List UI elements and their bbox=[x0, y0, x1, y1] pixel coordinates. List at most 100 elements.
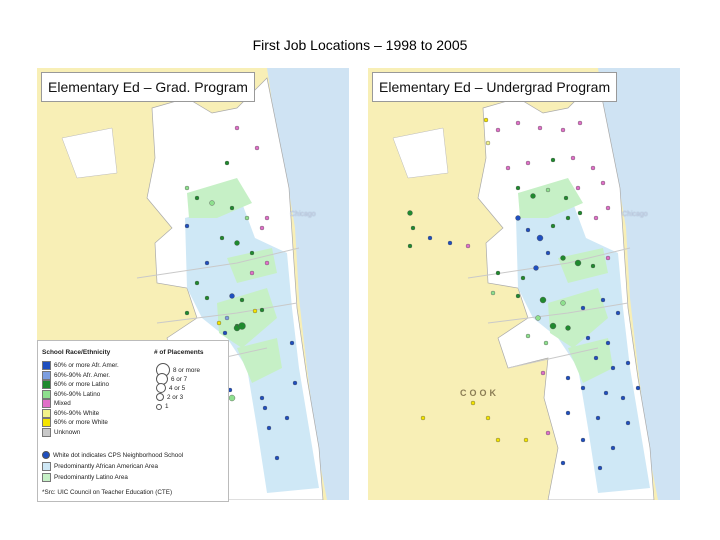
placement-dot bbox=[540, 370, 546, 376]
city-north bbox=[503, 113, 553, 188]
neighborhood-school-icon bbox=[42, 451, 50, 459]
legend-swatch bbox=[42, 361, 51, 370]
placement-dot bbox=[580, 437, 586, 443]
placement-dot bbox=[539, 296, 547, 304]
placement-dot bbox=[625, 360, 631, 366]
legend-label: 8 or more bbox=[173, 366, 200, 374]
placement-dot bbox=[238, 322, 246, 330]
placement-dot bbox=[530, 193, 536, 199]
placement-dot bbox=[284, 415, 290, 421]
placement-dot bbox=[204, 260, 210, 266]
legend-label: 60% or more Afr. Amer. bbox=[54, 362, 119, 369]
legend-swatch bbox=[42, 408, 51, 418]
legend-race-item: Mixed bbox=[42, 399, 71, 408]
placement-dot bbox=[515, 120, 521, 126]
placement-dot bbox=[523, 437, 529, 443]
placement-dot bbox=[577, 210, 583, 216]
placement-size-icon bbox=[156, 383, 166, 393]
map-canvas-undergrad bbox=[392, 68, 680, 500]
legend-swatch bbox=[42, 370, 51, 380]
placement-dot bbox=[610, 365, 616, 371]
airport-area bbox=[61, 127, 118, 179]
road bbox=[467, 247, 631, 279]
placement-dot bbox=[234, 125, 240, 131]
placement-dot bbox=[224, 315, 230, 321]
placement-dot bbox=[515, 215, 521, 221]
placement-dot bbox=[600, 180, 606, 186]
placement-dot bbox=[262, 405, 268, 411]
legend-label: 60% or more White bbox=[54, 419, 108, 426]
placement-dot bbox=[603, 390, 609, 396]
placement-dot bbox=[536, 234, 544, 242]
placement-dot bbox=[600, 297, 606, 303]
placement-dot bbox=[184, 185, 190, 191]
placement-dot bbox=[625, 420, 631, 426]
legend-placement-item: 1 bbox=[156, 403, 169, 410]
legend-race-heading: School Race/Ethnicity bbox=[42, 349, 111, 356]
placement-dot bbox=[620, 395, 626, 401]
placement-size-icon bbox=[156, 393, 164, 401]
placement-dot bbox=[560, 127, 566, 133]
placement-dot bbox=[249, 270, 255, 276]
placement-dot bbox=[234, 240, 240, 246]
latino-area bbox=[518, 178, 583, 218]
placement-dot bbox=[259, 395, 265, 401]
legend-label: Mixed bbox=[54, 400, 71, 407]
placement-dot bbox=[565, 215, 571, 221]
legend-label: Predominantly Latino Area bbox=[54, 474, 128, 481]
legend-swatch bbox=[42, 389, 51, 399]
placement-dot bbox=[560, 460, 566, 466]
placement-dot bbox=[254, 145, 260, 151]
legend-label: Predominantly African American Area bbox=[54, 463, 158, 470]
placement-dot bbox=[597, 465, 603, 471]
legend-area-item: Predominantly Latino Area bbox=[42, 473, 128, 482]
page-title: First Job Locations – 1998 to 2005 bbox=[252, 37, 468, 53]
placement-dot bbox=[407, 243, 413, 249]
airport-area bbox=[392, 127, 449, 179]
placement-dot bbox=[266, 425, 272, 431]
legend-label: White dot indicates CPS Neighborhood Sch… bbox=[53, 451, 184, 459]
lake-michigan bbox=[267, 68, 349, 500]
placement-dot bbox=[222, 330, 228, 336]
legend-swatch bbox=[42, 399, 51, 408]
placement-dot bbox=[605, 205, 611, 211]
placement-dot bbox=[590, 263, 596, 269]
placement-dot bbox=[585, 335, 591, 341]
placement-dot bbox=[209, 200, 215, 206]
placement-dot bbox=[194, 195, 200, 201]
placement-dot bbox=[525, 227, 531, 233]
placement-dot bbox=[550, 157, 556, 163]
legend-swatch bbox=[42, 380, 51, 389]
legend-label: 6 or 7 bbox=[171, 375, 188, 383]
legend-race-item: 60%-90% Afr. Amer. bbox=[42, 370, 110, 380]
road bbox=[136, 247, 300, 279]
placement-dot bbox=[264, 215, 270, 221]
placement-dot bbox=[495, 127, 501, 133]
placement-dot bbox=[410, 225, 416, 231]
legend-race-item: 60% or more Latino bbox=[42, 380, 109, 389]
placement-dot bbox=[252, 308, 258, 314]
city-north bbox=[172, 113, 222, 188]
lake-michigan bbox=[598, 68, 680, 500]
legend-placement-item: 2 or 3 bbox=[156, 393, 183, 401]
placement-dot bbox=[485, 415, 491, 421]
legend-placement-item: 4 or 5 bbox=[156, 383, 185, 393]
legend-swatch bbox=[42, 473, 51, 482]
placement-dot bbox=[575, 185, 581, 191]
placement-dot bbox=[549, 322, 557, 330]
placement-dot bbox=[537, 125, 543, 131]
placement-dot bbox=[605, 340, 611, 346]
placement-dot bbox=[427, 235, 433, 241]
placement-dot bbox=[465, 243, 471, 249]
placement-dot bbox=[495, 437, 501, 443]
panel-label-grad: Elementary Ed – Grad. Program bbox=[41, 72, 255, 102]
placement-dot bbox=[228, 394, 236, 402]
latino-area bbox=[568, 338, 613, 383]
placement-dot bbox=[289, 340, 295, 346]
placement-dot bbox=[615, 310, 621, 316]
legend-label: 60%-90% Latino bbox=[54, 390, 101, 398]
legend-swatch bbox=[42, 462, 51, 471]
placement-dot bbox=[593, 215, 599, 221]
latino-area bbox=[187, 178, 252, 218]
placement-dot bbox=[577, 120, 583, 126]
